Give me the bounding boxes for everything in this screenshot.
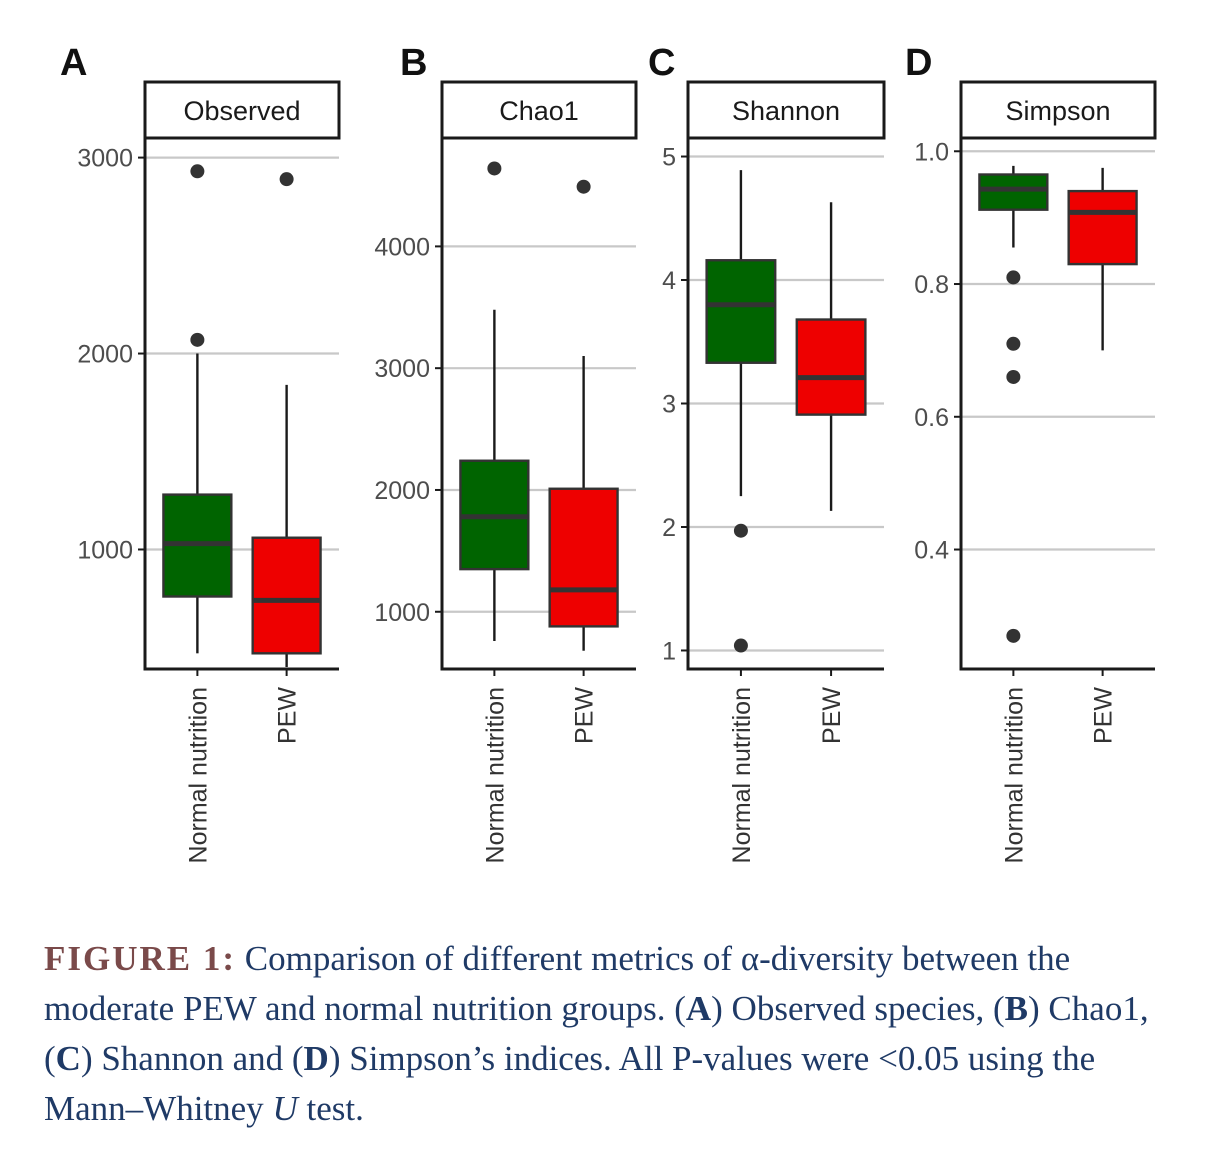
caption-u-symbol: U xyxy=(272,1089,298,1128)
strip-title: Shannon xyxy=(732,96,840,126)
caption-text-2: ) Observed species, ( xyxy=(711,989,1005,1028)
panel-letter: A xyxy=(60,42,87,84)
caption-ref-c: C xyxy=(55,1039,81,1078)
strip-header xyxy=(686,80,886,140)
box-pew xyxy=(1067,167,1138,351)
caption-text-3: ) Chao1, ( xyxy=(44,989,1149,1078)
panel-letter: C xyxy=(648,42,675,84)
outlier-point xyxy=(1006,270,1021,285)
caption-text-1: Comparison of different metrics of α-div… xyxy=(44,939,1071,1028)
strip-header xyxy=(959,80,1157,140)
box-iqr xyxy=(978,173,1049,211)
y-tick-label: 4000 xyxy=(374,233,430,261)
box-iqr xyxy=(251,536,322,655)
strip-title: Observed xyxy=(183,96,300,126)
outlier-point xyxy=(733,638,748,653)
strip-header xyxy=(143,80,341,140)
box-normal-nutrition xyxy=(162,164,233,654)
y-tick-label: 1 xyxy=(662,637,676,665)
panel-d: D Simpson 0.4 0.6 0.8 1.0 Normal nutrition PEW xyxy=(905,42,1157,863)
x-category-label: Normal nutrition xyxy=(1000,687,1028,863)
outlier-point xyxy=(1006,369,1021,384)
x-category-label: PEW xyxy=(571,687,599,744)
box-iqr xyxy=(795,318,867,416)
box-pew xyxy=(548,179,619,651)
figure-label: FIGURE 1: xyxy=(44,939,237,978)
panel-letter: B xyxy=(400,42,427,84)
x-category-label: Normal nutrition xyxy=(728,687,756,863)
panel-letter: D xyxy=(905,42,932,84)
strip-header xyxy=(440,80,638,140)
outlier-point xyxy=(487,161,502,176)
outlier-point xyxy=(190,164,205,179)
outlier-point xyxy=(190,332,205,347)
y-tick-label: 3000 xyxy=(374,355,430,383)
figure-panels: A Observed 1000 2000 3000 Normal nutrition PEW… xyxy=(60,42,1157,863)
y-tick-label: 1.0 xyxy=(914,138,949,166)
outlier-point xyxy=(733,523,748,538)
y-tick-label: 2 xyxy=(662,514,676,542)
panel-c: C Shannon 1 2 3 4 5 Normal nutrition PEW xyxy=(648,42,886,863)
outlier-point xyxy=(1006,336,1021,351)
outlier-point xyxy=(576,179,591,194)
x-category-label: Normal nutrition xyxy=(481,687,509,863)
x-category-label: PEW xyxy=(1090,687,1118,744)
panel-a: A Observed 1000 2000 3000 Normal nutrition PEW xyxy=(60,42,341,863)
caption-text-4: ) Shannon and ( xyxy=(80,1039,304,1078)
outlier-point xyxy=(1006,628,1021,643)
y-tick-label: 2000 xyxy=(77,341,133,369)
y-tick-label: 3000 xyxy=(77,145,133,173)
y-tick-label: 1000 xyxy=(374,599,430,627)
box-normal-nutrition xyxy=(978,165,1049,643)
x-category-label: PEW xyxy=(818,687,846,744)
y-tick-label: 4 xyxy=(662,267,676,295)
caption-ref-a: A xyxy=(685,989,712,1028)
outlier-point xyxy=(279,172,294,187)
box-iqr xyxy=(1067,189,1138,266)
y-tick-label: 0.6 xyxy=(914,404,949,432)
caption-ref-b: B xyxy=(1004,989,1029,1028)
y-tick-label: 2000 xyxy=(374,477,430,505)
box-normal-nutrition xyxy=(459,161,530,641)
box-pew xyxy=(251,172,322,668)
y-tick-label: 0.4 xyxy=(914,537,949,565)
y-tick-label: 0.8 xyxy=(914,271,949,299)
box-pew xyxy=(795,202,867,511)
caption-text-6: test. xyxy=(297,1089,364,1128)
y-tick-label: 3 xyxy=(662,391,676,419)
x-category-label: PEW xyxy=(274,687,302,744)
strip-title: Simpson xyxy=(1005,96,1110,126)
figure-caption: FIGURE 1: Comparison of different metric… xyxy=(44,934,1194,1134)
x-category-label: Normal nutrition xyxy=(184,687,212,863)
caption-ref-d: D xyxy=(303,1039,329,1078)
box-iqr xyxy=(705,259,777,364)
y-tick-label: 1000 xyxy=(77,536,133,564)
strip-title: Chao1 xyxy=(499,96,579,126)
caption-text-5: ) Simpson’s indices. All P-values were <… xyxy=(44,1039,1096,1128)
panel-b: B Chao1 1000 2000 3000 4000 Normal nutrition PE… xyxy=(374,42,638,863)
box-normal-nutrition xyxy=(705,170,777,653)
y-tick-label: 5 xyxy=(662,144,676,172)
box-iqr xyxy=(548,487,619,628)
